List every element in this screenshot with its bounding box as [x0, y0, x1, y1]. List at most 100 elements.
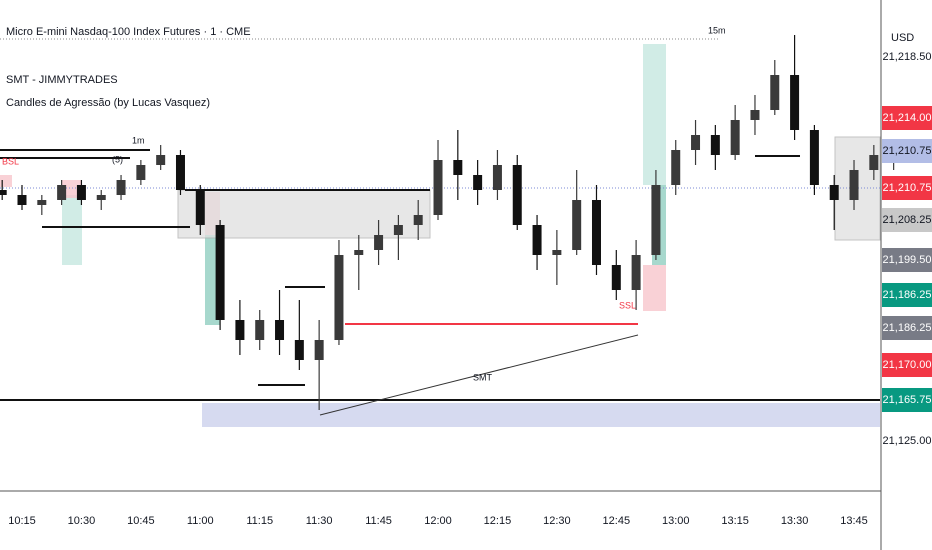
candle-body — [492, 165, 502, 190]
price-badge — [882, 388, 932, 412]
candle-body — [532, 225, 542, 255]
candle-body — [116, 180, 126, 195]
x-tick-label: 12:45 — [603, 515, 631, 527]
candle-body — [37, 200, 47, 205]
candle-body — [750, 110, 760, 120]
candle-body — [671, 150, 681, 185]
candle-body — [710, 135, 720, 155]
annotation: 15m — [708, 25, 726, 35]
zone — [62, 195, 82, 265]
x-tick-label: 11:00 — [187, 515, 214, 527]
x-tick-label: 13:15 — [721, 515, 749, 527]
price-label: 21,186.25 — [883, 322, 932, 334]
annotation: BSL — [2, 156, 19, 166]
candle-body — [591, 200, 601, 265]
annotation: 1m — [132, 135, 145, 145]
candle-body — [17, 195, 27, 205]
candle-body — [512, 165, 522, 225]
candle-body — [314, 340, 324, 360]
annotation: SSL — [619, 300, 636, 310]
price-label: 21,199.50 — [883, 254, 932, 266]
candle-body — [0, 190, 7, 195]
price-label: 21,214.00 — [883, 112, 932, 124]
zone — [643, 44, 666, 185]
price-label: 21,210.75 — [883, 182, 932, 194]
price-badge — [882, 283, 932, 307]
candle-body — [255, 320, 265, 340]
x-tick-label: 11:45 — [365, 515, 392, 527]
currency: USD — [891, 32, 914, 44]
candle-body — [552, 250, 562, 255]
candle-body — [156, 155, 166, 165]
price-badge — [882, 208, 932, 232]
candle-body — [770, 75, 780, 110]
candle-body — [809, 130, 819, 185]
zone — [0, 175, 12, 187]
price-label: 21,170.00 — [883, 359, 932, 371]
candle-body — [730, 120, 740, 155]
candle-body — [175, 155, 185, 190]
x-tick-label: 11:15 — [246, 515, 273, 527]
candle-body — [294, 340, 304, 360]
indicator: Candles de Agressão (by Lucas Vasquez) — [6, 97, 210, 109]
x-tick-label: 13:45 — [840, 515, 868, 527]
candle-body — [96, 195, 106, 200]
candle-body — [572, 200, 582, 250]
x-tick-label: 10:45 — [127, 515, 155, 527]
price-label: 21,210.75 — [883, 145, 932, 157]
price-badge — [882, 106, 932, 130]
candle-body — [235, 320, 245, 340]
price-label: 21,125.00 — [883, 435, 932, 447]
annotation: SMT — [473, 372, 493, 382]
smt-line — [319, 334, 639, 416]
candle-body — [215, 225, 225, 320]
price-label: 21,186.25 — [883, 289, 932, 301]
candle-body — [334, 255, 344, 340]
candle-body — [473, 175, 483, 190]
candle-body — [829, 185, 839, 200]
price-badge — [882, 316, 932, 340]
candle-body — [631, 255, 641, 290]
candle-body — [275, 320, 285, 340]
indicator: SMT - JIMMYTRADES — [6, 74, 118, 86]
x-tick-label: 11:30 — [306, 515, 333, 527]
candle-body — [374, 235, 384, 250]
zone — [177, 189, 431, 239]
x-tick-label: 12:30 — [543, 515, 571, 527]
candle-body — [57, 185, 67, 200]
candle-body — [393, 225, 403, 235]
candle-body — [354, 250, 364, 255]
candle-body — [453, 160, 463, 175]
zone — [643, 265, 666, 311]
candle-body — [433, 160, 443, 215]
levels — [0, 38, 880, 416]
x-tick-label: 13:30 — [781, 515, 809, 527]
price-badge — [882, 176, 932, 200]
candle-body — [869, 155, 879, 170]
price-label: 21,218.50 — [883, 51, 932, 63]
annotation: (5) — [112, 154, 123, 164]
x-tick-label: 13:00 — [662, 515, 690, 527]
x-tick-label: 10:30 — [68, 515, 96, 527]
zone — [202, 403, 880, 427]
candle-body — [76, 185, 86, 200]
price-labels: 21,218.50 21,214.00 21,210.75 21,210.75 21,2… — [882, 51, 932, 447]
candle-body — [691, 135, 701, 150]
price-badge — [882, 248, 932, 272]
price-badge — [882, 139, 932, 163]
x-tick-label: 10:15 — [8, 515, 36, 527]
x-tick-label: 12:15 — [484, 515, 512, 527]
candle-body — [849, 170, 859, 200]
candle-body — [611, 265, 621, 290]
candles — [0, 35, 899, 410]
candle-body — [790, 75, 800, 130]
candle-body — [651, 185, 661, 255]
symbol-title: Micro E-mini Nasdaq-100 Index Futures · … — [6, 26, 251, 38]
zones — [0, 44, 881, 427]
candle-body — [413, 215, 423, 225]
price-badge — [882, 353, 932, 377]
candle-body — [195, 190, 205, 225]
candle-body — [136, 165, 146, 180]
price-label: 21,208.25 — [883, 214, 932, 226]
